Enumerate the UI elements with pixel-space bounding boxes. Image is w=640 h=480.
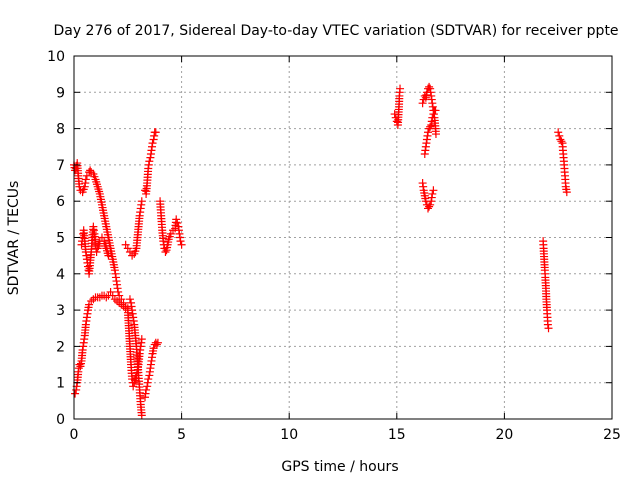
data-point bbox=[137, 411, 146, 420]
series-arc-4 bbox=[121, 197, 146, 260]
data-point bbox=[137, 335, 146, 344]
data-point bbox=[173, 218, 182, 227]
y-tick-label: 4 bbox=[56, 267, 65, 283]
data-point bbox=[137, 197, 146, 206]
data-point bbox=[145, 157, 154, 166]
data-point bbox=[172, 215, 181, 224]
data-point bbox=[144, 375, 153, 384]
data-point bbox=[114, 287, 123, 296]
data-point bbox=[557, 137, 566, 146]
data-point bbox=[177, 240, 186, 249]
data-point bbox=[152, 340, 161, 349]
data-point bbox=[426, 122, 435, 131]
data-point bbox=[555, 131, 564, 140]
series-arc-7 bbox=[141, 338, 162, 402]
data-point bbox=[151, 128, 160, 137]
series-arc-14 bbox=[554, 128, 571, 197]
x-axis-label: GPS time / hours bbox=[281, 459, 398, 475]
y-tick-label: 10 bbox=[47, 49, 65, 65]
series-arc-6 bbox=[141, 128, 160, 198]
data-point bbox=[431, 130, 440, 139]
y-tick-label: 8 bbox=[56, 122, 65, 138]
data-point bbox=[148, 139, 157, 148]
series-arc-12 bbox=[418, 179, 438, 213]
y-tick-label: 9 bbox=[56, 85, 65, 101]
x-tick-label: 0 bbox=[70, 427, 79, 443]
data-point bbox=[81, 175, 90, 184]
x-tick-label: 15 bbox=[388, 427, 406, 443]
data-point bbox=[426, 200, 435, 209]
data-point bbox=[428, 113, 437, 122]
data-point bbox=[424, 128, 433, 137]
y-tick-label: 5 bbox=[56, 231, 65, 247]
data-point bbox=[396, 84, 405, 93]
data-point bbox=[71, 389, 80, 398]
data-point bbox=[125, 295, 134, 304]
data-point bbox=[161, 248, 170, 257]
data-point bbox=[544, 324, 553, 333]
data-point bbox=[429, 186, 438, 195]
y-tick-label: 2 bbox=[56, 339, 65, 355]
series-arc-3 bbox=[77, 222, 113, 278]
y-tick-label: 7 bbox=[56, 158, 65, 174]
data-point bbox=[425, 202, 434, 211]
x-tick-label: 25 bbox=[603, 427, 621, 443]
data-point bbox=[104, 251, 113, 260]
data-point bbox=[418, 99, 427, 108]
x-tick-label: 5 bbox=[177, 427, 186, 443]
y-tick-label: 6 bbox=[56, 194, 65, 210]
data-point bbox=[92, 248, 101, 257]
y-tick-label: 1 bbox=[56, 376, 65, 392]
series-arc-13 bbox=[539, 237, 553, 333]
data-points bbox=[70, 82, 571, 420]
y-tick-label: 3 bbox=[56, 303, 65, 319]
data-point bbox=[176, 237, 185, 246]
data-point bbox=[425, 82, 434, 91]
data-point bbox=[153, 338, 162, 347]
chart-title: Day 276 of 2017, Sidereal Day-to-day VTE… bbox=[53, 23, 618, 39]
x-tick-label: 20 bbox=[495, 427, 513, 443]
data-point bbox=[543, 320, 552, 329]
series-arc-8 bbox=[156, 197, 186, 257]
data-point bbox=[129, 382, 138, 391]
data-point bbox=[428, 189, 437, 198]
x-tick-label: 10 bbox=[280, 427, 298, 443]
data-point bbox=[141, 186, 150, 195]
y-tick-label: 0 bbox=[56, 412, 65, 428]
data-point bbox=[562, 188, 571, 197]
series-arc-5 bbox=[125, 295, 146, 420]
series-arc-11 bbox=[420, 106, 440, 159]
data-point bbox=[142, 385, 151, 394]
axis-ticks: 0 5 10 15 20 25 0 1 2 3 4 5 6 7 8 9 10 bbox=[47, 49, 621, 443]
data-point bbox=[431, 106, 440, 115]
data-point bbox=[392, 117, 401, 126]
y-axis-label: SDTVAR / TECUs bbox=[6, 181, 22, 296]
series-arc-9 bbox=[390, 84, 405, 129]
data-point bbox=[554, 128, 563, 137]
